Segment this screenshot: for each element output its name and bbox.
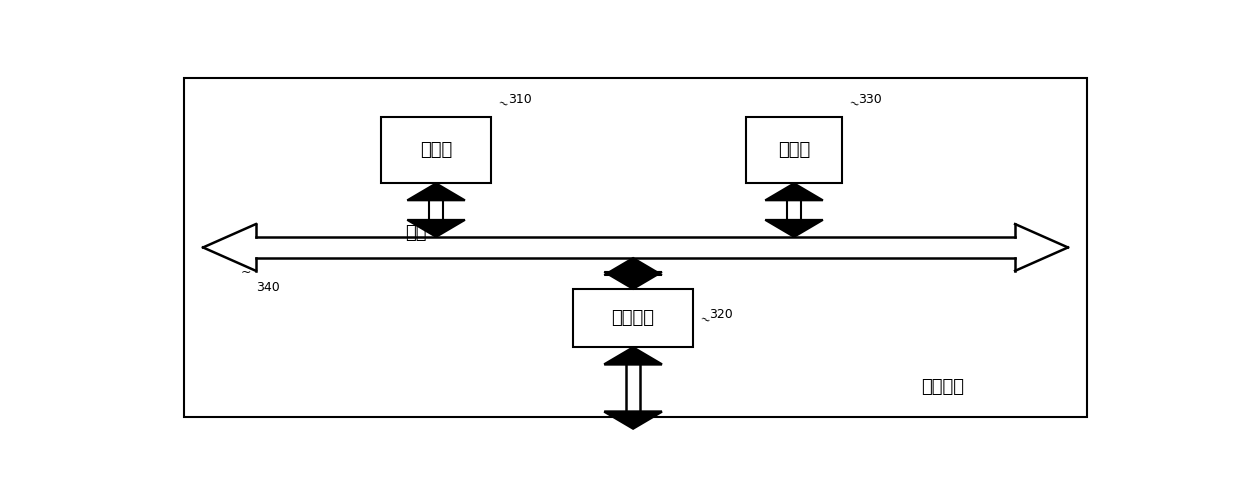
Polygon shape [604, 347, 662, 365]
Polygon shape [407, 220, 465, 237]
Text: ~: ~ [496, 96, 511, 112]
Text: ~: ~ [847, 96, 862, 112]
Text: 320: 320 [709, 308, 733, 321]
Text: 310: 310 [507, 93, 532, 106]
Polygon shape [407, 183, 465, 200]
Text: 340: 340 [255, 281, 280, 294]
Bar [381, 117, 491, 183]
Text: ~: ~ [241, 266, 252, 278]
Bar [746, 117, 842, 183]
Polygon shape [604, 412, 662, 429]
Polygon shape [604, 258, 662, 275]
Text: 存储器: 存储器 [777, 141, 810, 159]
Polygon shape [765, 183, 823, 200]
Text: 电子设备: 电子设备 [921, 378, 965, 396]
Polygon shape [765, 220, 823, 237]
Text: ~: ~ [698, 312, 712, 328]
Text: 330: 330 [858, 93, 882, 106]
Bar [573, 289, 693, 347]
Text: 通信接口: 通信接口 [611, 309, 655, 327]
Text: 总线: 总线 [404, 224, 427, 242]
Polygon shape [604, 272, 662, 289]
Text: 处理器: 处理器 [420, 141, 453, 159]
